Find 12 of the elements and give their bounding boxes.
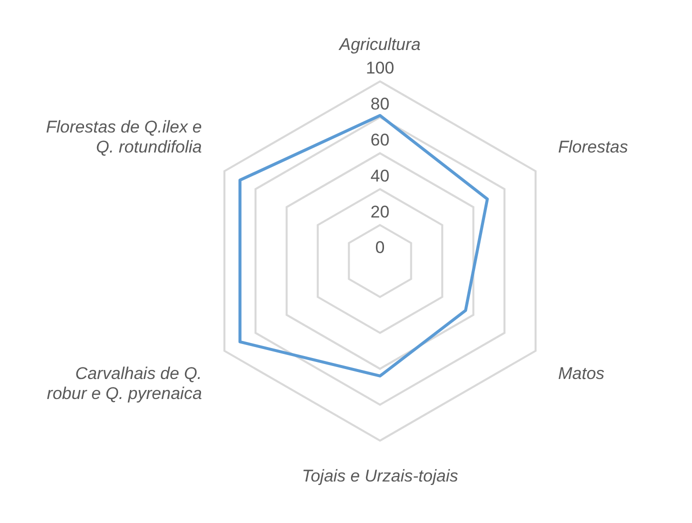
spoke-label: Florestas bbox=[558, 138, 629, 157]
y-tick-label: 0 bbox=[375, 238, 385, 258]
y-tick-label: 80 bbox=[370, 94, 390, 114]
spoke-label: Carvalhais de Q. robur e Q. pyrenaica bbox=[46, 364, 202, 404]
y-tick-label: 100 bbox=[366, 58, 394, 78]
y-tick-label: 20 bbox=[370, 202, 390, 222]
spoke-label: Matos bbox=[558, 364, 605, 383]
spoke-label: Agricultura bbox=[338, 34, 421, 54]
y-tick-label: 60 bbox=[370, 130, 390, 150]
spoke-label: Florestas de Q.ilex e Q. rotundifolia bbox=[46, 117, 202, 157]
spoke-label: Tojais e Urzais-tojais bbox=[302, 466, 459, 486]
y-tick-label: 40 bbox=[370, 166, 390, 186]
